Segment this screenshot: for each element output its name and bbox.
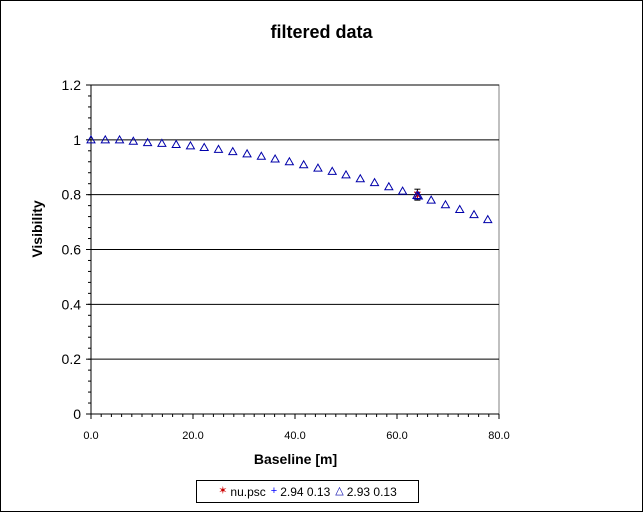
data-point-triangle: [157, 138, 167, 147]
data-point-triangle: [227, 146, 238, 156]
y-tick-label: 0: [73, 406, 81, 422]
data-point-triangle: [298, 159, 309, 169]
data-point-triangle: [313, 163, 323, 172]
x-axis-label: Baseline [m]: [253, 451, 338, 467]
data-point-triangle: [412, 190, 422, 199]
y-tick-label: 0.8: [62, 187, 82, 203]
data-point-triangle: [256, 151, 267, 160]
y-tick-label: 1: [73, 132, 81, 148]
y-tick-label: 0.2: [62, 351, 82, 367]
x-tick-label: 40.0: [284, 430, 305, 442]
y-tick-label: 1.2: [62, 77, 82, 93]
legend-label: 2.94 0.13: [280, 484, 331, 499]
data-point-triangle: [413, 191, 424, 200]
data-point-triangle: [397, 186, 408, 195]
data-point-triangle: [128, 136, 139, 145]
legend: ✶ nu.psc +2.94 0.13 △ 2.93 0.13: [196, 480, 419, 503]
legend-item: △ 2.93 0.13: [335, 485, 397, 499]
x-tick-label: 80.0: [488, 430, 509, 442]
legend-item: ✶ nu.psc: [218, 485, 266, 499]
data-point-triangle: [114, 134, 125, 144]
data-point-triangle: [270, 154, 280, 163]
data-point-triangle: [469, 209, 479, 219]
data-point-triangle: [171, 139, 182, 148]
data-point-triangle: [284, 156, 295, 166]
data-point-triangle: [440, 199, 451, 209]
x-tick-label: 60.0: [386, 430, 407, 442]
data-point-triangle: [426, 195, 437, 204]
data-point-triangle: [369, 177, 380, 187]
data-point-triangle: [185, 140, 196, 150]
legend-marker-star: ✶: [218, 485, 228, 497]
data-point-triangle: [86, 134, 96, 144]
y-tick-label: 0.6: [62, 242, 82, 258]
data-point-triangle: [100, 134, 111, 144]
data-point-triangle: [142, 137, 153, 147]
data-point-triangle: [242, 148, 252, 158]
legend-marker-plus: +: [270, 485, 278, 497]
y-tick-label: 0.4: [62, 296, 82, 312]
data-point-triangle: [341, 169, 351, 179]
data-point-triangle: [199, 142, 210, 152]
x-tick-label: 0.0: [83, 430, 98, 442]
chart-title: filtered data: [270, 22, 373, 42]
legend-marker-triangle: △: [335, 485, 344, 497]
data-point-triangle: [355, 173, 366, 183]
data-point-triangle: [383, 181, 394, 191]
x-tick-label: 20.0: [182, 430, 203, 442]
legend-item: +2.94 0.13: [271, 485, 330, 499]
data-point-triangle: [482, 214, 493, 224]
legend-label: 2.93 0.13: [346, 484, 397, 499]
y-axis-label: Visibility: [29, 200, 45, 258]
data-point-triangle: [454, 204, 465, 213]
data-point-triangle: [327, 166, 338, 175]
data-point-triangle: [213, 144, 224, 153]
legend-label: nu.psc: [230, 484, 266, 499]
